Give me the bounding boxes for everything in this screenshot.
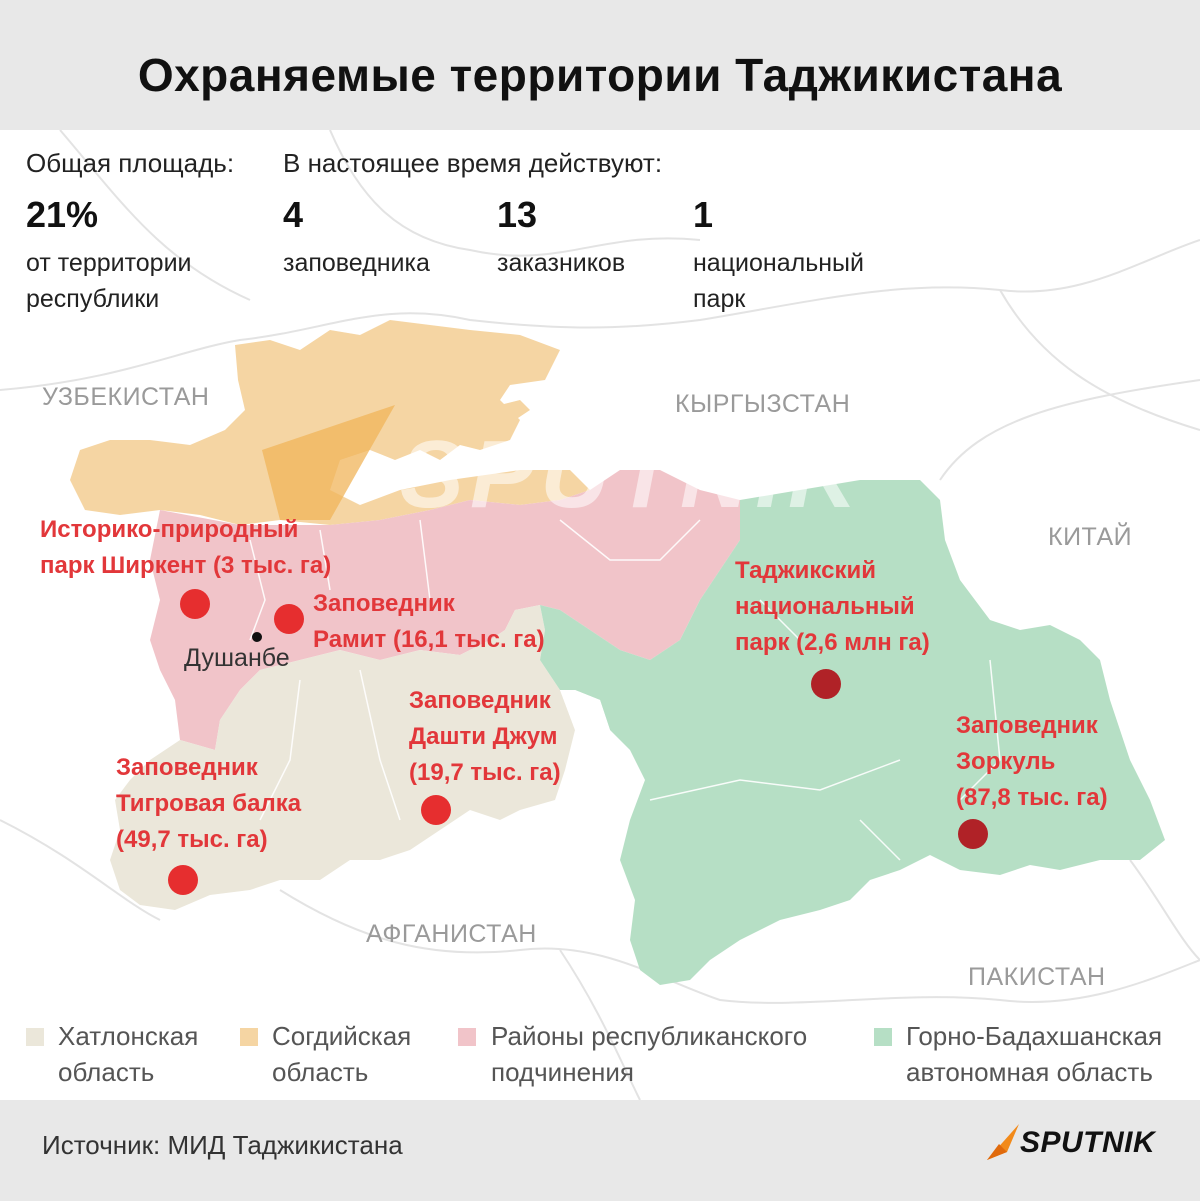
label-national-park-line1: Таджикский xyxy=(735,557,876,584)
source-note: Источник: МИД Таджикистана xyxy=(42,1130,403,1160)
khatlon-region xyxy=(110,605,575,910)
country-afghanistan: АФГАНИСТАН xyxy=(366,920,537,948)
label-national-park-line3: парк (2,6 млн га) xyxy=(735,629,930,656)
sputnik-logo-icon xyxy=(987,1124,1019,1160)
sughd-region xyxy=(70,320,590,525)
legend-khatlon: Хатлонская область xyxy=(58,1018,198,1090)
sanctuaries-count: 13 xyxy=(497,194,538,235)
label-tigrovaya-balka-line1: Заповедник xyxy=(116,754,258,781)
legend-swatch-gbao xyxy=(874,1028,892,1046)
reserves-label: заповедника xyxy=(283,249,430,277)
legend-rrs-line2: подчинения xyxy=(491,1057,634,1087)
header-bar xyxy=(0,0,1200,130)
label-ramit: Заповедник Рамит (16,1 тыс. га) xyxy=(313,586,545,658)
legend-swatch-rrs xyxy=(458,1028,476,1046)
country-china: КИТАЙ xyxy=(1048,523,1133,551)
gbao-region xyxy=(540,480,1165,985)
label-tigrovaya-balka-line2: Тигровая балка xyxy=(116,790,302,817)
legend-swatch-sughd xyxy=(240,1028,258,1046)
label-tigrovaya-balka-line3: (49,7 тыс. га) xyxy=(116,826,268,853)
label-ramit-line1: Заповедник xyxy=(313,590,455,617)
rrs-region xyxy=(150,470,740,750)
label-shirkent-line1: Историко-природный xyxy=(40,516,299,543)
label-ramit-line2: Рамит (16,1 тыс. га) xyxy=(313,626,545,653)
label-tigrovaya-balka: Заповедник Тигровая балка (49,7 тыс. га) xyxy=(116,750,301,858)
legend-rrs: Районы республиканского подчинения xyxy=(491,1018,807,1090)
marker-zorkul xyxy=(958,819,988,849)
country-uzbekistan: УЗБЕКИСТАН xyxy=(42,383,210,411)
city-marker-dushanbe xyxy=(252,632,262,642)
legend-sughd-line1: Согдийская xyxy=(272,1021,412,1051)
legend-khatlon-line1: Хатлонская xyxy=(58,1021,199,1051)
country-kyrgyzstan: КЫРГЫЗСТАН xyxy=(675,390,851,418)
label-dashti-jum-line2: Дашти Джум xyxy=(409,723,558,750)
parks-label-1: национальный xyxy=(693,249,864,277)
legend-sughd: Согдийская область xyxy=(272,1018,411,1090)
legend-khatlon-line2: область xyxy=(58,1057,155,1087)
marker-shirkent xyxy=(180,589,210,619)
reserves-count: 4 xyxy=(283,194,304,235)
legend-gbao-line2: автономная область xyxy=(906,1057,1153,1087)
watermark: SPUTNIK xyxy=(400,421,864,528)
parks-count: 1 xyxy=(693,194,714,235)
label-shirkent-line2: парк Ширкент (3 тыс. га) xyxy=(40,552,332,579)
total-area-value: 21% xyxy=(26,194,99,235)
parks-label-2: парк xyxy=(693,285,746,313)
label-zorkul: Заповедник Зоркуль (87,8 тыс. га) xyxy=(956,708,1108,816)
label-zorkul-line1: Заповедник xyxy=(956,712,1098,739)
legend-gbao-line1: Горно-Бадахшанская xyxy=(906,1021,1163,1051)
label-dashti-jum-line1: Заповедник xyxy=(409,687,551,714)
label-dashti-jum: Заповедник Дашти Джум (19,7 тыс. га) xyxy=(409,683,561,791)
sughd-highlight xyxy=(262,405,395,520)
total-area-desc-1: от территории xyxy=(26,249,192,277)
total-area-label: Общая площадь: xyxy=(26,148,235,178)
label-dashti-jum-line3: (19,7 тыс. га) xyxy=(409,759,561,786)
marker-national-park xyxy=(811,669,841,699)
marker-ramit xyxy=(274,604,304,634)
label-zorkul-line3: (87,8 тыс. га) xyxy=(956,784,1108,811)
active-label: В настоящее время действуют: xyxy=(283,148,663,178)
country-pakistan: ПАКИСТАН xyxy=(968,963,1106,991)
label-zorkul-line2: Зоркуль xyxy=(956,748,1056,775)
page-title: Охраняемые территории Таджикистана xyxy=(137,49,1063,101)
sanctuaries-label: заказников xyxy=(497,249,626,277)
brand-name: SPUTNIK xyxy=(1020,1126,1156,1159)
legend-rrs-line1: Районы республиканского xyxy=(491,1021,808,1051)
total-area-desc-2: республики xyxy=(26,285,160,313)
marker-dashti-jum xyxy=(421,795,451,825)
legend-sughd-line2: область xyxy=(272,1057,369,1087)
city-label-dushanbe: Душанбе xyxy=(184,644,290,672)
legend-swatch-khatlon xyxy=(26,1028,44,1046)
tajikistan-map xyxy=(0,130,1200,1100)
marker-tigrovaya-balka xyxy=(168,865,198,895)
label-shirkent: Историко-природный парк Ширкент (3 тыс. … xyxy=(40,512,331,584)
label-national-park: Таджикский национальный парк (2,6 млн га… xyxy=(735,553,930,661)
legend-gbao: Горно-Бадахшанская автономная область xyxy=(906,1018,1162,1090)
label-national-park-line2: национальный xyxy=(735,593,915,620)
